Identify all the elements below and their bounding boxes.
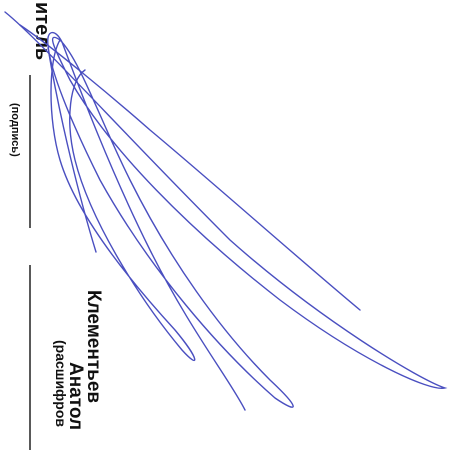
name-caption: (расшифров	[53, 340, 69, 427]
role-text: итель	[31, 2, 53, 60]
signature-caption: (подпись)	[9, 103, 21, 157]
name-line1: Клементьев	[83, 290, 104, 403]
handwritten-signature	[4, 11, 448, 411]
name-line2: Анатол	[65, 362, 86, 430]
